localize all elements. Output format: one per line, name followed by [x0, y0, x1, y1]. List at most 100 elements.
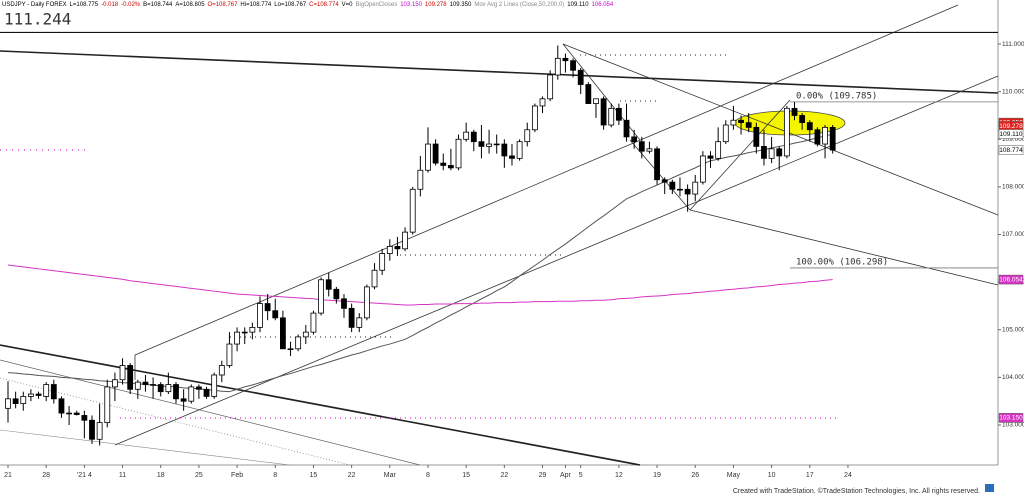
- candle-body: [127, 365, 134, 390]
- candle-body: [272, 310, 279, 319]
- y-tick-label: 105.000: [1002, 326, 1024, 333]
- candle-body: [379, 253, 386, 271]
- candle-body: [188, 386, 195, 402]
- header-item: USDJPY - Daily FOREX: [2, 2, 67, 8]
- x-tick-label: 26: [691, 472, 699, 479]
- candle-body: [753, 126, 760, 147]
- x-tick-label: May: [727, 472, 741, 479]
- x-tick-label: 11: [119, 472, 126, 479]
- candle-body: [66, 412, 72, 415]
- candle-body: [241, 331, 248, 334]
- candle-body: [371, 269, 378, 288]
- moving-average: [7, 264, 833, 306]
- candle-body: [493, 143, 500, 146]
- candle-body: [799, 115, 806, 124]
- x-tick-label: 12: [615, 472, 623, 479]
- candle-body: [669, 181, 676, 190]
- candle-body: [134, 381, 141, 390]
- candle-body: [96, 422, 103, 440]
- candle-body: [310, 312, 317, 333]
- candle-body: [35, 393, 42, 396]
- candle-body: [348, 307, 355, 328]
- candle-body: [768, 148, 775, 159]
- candle-body: [157, 384, 164, 393]
- header-item: 109.110: [567, 2, 589, 8]
- candle-body: [562, 57, 569, 62]
- candle-body: [692, 181, 699, 195]
- candle-body: [50, 384, 57, 400]
- candle-body: [287, 348, 294, 351]
- candle-body: [554, 57, 561, 76]
- header-item: O=108.767: [207, 2, 238, 8]
- candle-body: [394, 246, 401, 250]
- candle-body: [203, 388, 210, 397]
- candle-body: [783, 107, 790, 157]
- candle-body: [318, 279, 324, 314]
- candle-body: [363, 286, 370, 319]
- candle-body: [791, 107, 798, 116]
- candle-body: [409, 188, 416, 233]
- footer: Created with TradeStation. ©TradeStation…: [733, 487, 980, 495]
- price-tag: [998, 145, 1024, 155]
- header-item: 109.350: [449, 2, 472, 8]
- y-tick-label: 110.000: [1002, 88, 1024, 95]
- candle-body: [302, 331, 309, 338]
- candle-body: [547, 74, 554, 100]
- candle-body: [447, 165, 454, 169]
- candle-body: [722, 124, 729, 143]
- pitchfork-line: [689, 209, 999, 286]
- y-tick-label: 104.000: [1002, 374, 1024, 381]
- y-tick-label: 103.000: [1002, 422, 1024, 429]
- candle-body: [165, 384, 172, 393]
- candle-body: [279, 317, 286, 350]
- candle-body: [577, 69, 584, 85]
- header-item: L=108.775: [69, 2, 99, 8]
- header-item: 103.150: [400, 2, 422, 8]
- candle-body: [600, 98, 607, 126]
- x-tick-label: 5: [579, 472, 583, 479]
- header-item: 106.054: [591, 2, 614, 8]
- candle-body: [531, 105, 538, 131]
- candle-body: [486, 143, 492, 147]
- candle-body: [822, 126, 828, 145]
- header-item: BigOpenCloses: [355, 2, 398, 8]
- x-tick-label: 17: [806, 472, 814, 479]
- header-item: Hi=108.774: [240, 2, 272, 8]
- x-tick-label: 21: [4, 472, 12, 479]
- candle-body: [119, 365, 126, 381]
- x-tick-label: 25: [195, 472, 203, 479]
- candle-body: [593, 98, 599, 104]
- candle-body: [524, 129, 531, 143]
- candle-body: [463, 131, 470, 140]
- price-tag-label: 108.774: [999, 147, 1023, 154]
- x-tick-label: 10: [768, 472, 776, 479]
- fib-label: 0.00% (109.785): [796, 91, 877, 101]
- channel-lower: [114, 75, 999, 446]
- candle-body: [776, 148, 783, 157]
- candle-body: [43, 384, 50, 397]
- x-tick-label: '21 4: [77, 472, 92, 479]
- candle-body: [638, 141, 645, 152]
- candle-body: [58, 398, 65, 414]
- candle-body: [195, 386, 202, 390]
- candle-body: [20, 396, 27, 404]
- x-tick-label: 8: [273, 472, 277, 479]
- header: USDJPY - Daily FOREX L=108.775 -0.018 -0.02…: [2, 1, 616, 9]
- x-tick-label: Mar: [384, 472, 397, 479]
- candle-body: [73, 412, 80, 415]
- candle-body: [89, 419, 95, 440]
- candle-body: [501, 143, 508, 157]
- x-tick-label: 29: [539, 472, 547, 479]
- candle-body: [730, 119, 737, 126]
- candle-body: [677, 188, 683, 191]
- y-tick-label: 107.000: [1002, 231, 1024, 238]
- trend-line: [0, 377, 351, 466]
- candle-body: [211, 374, 218, 397]
- downtrend-line: [0, 344, 641, 466]
- pitchfork-line: [562, 43, 999, 216]
- candle-body: [425, 143, 431, 171]
- price-tag-label: 103.150: [999, 415, 1023, 422]
- candle-body: [12, 398, 19, 404]
- candle-body: [646, 148, 653, 152]
